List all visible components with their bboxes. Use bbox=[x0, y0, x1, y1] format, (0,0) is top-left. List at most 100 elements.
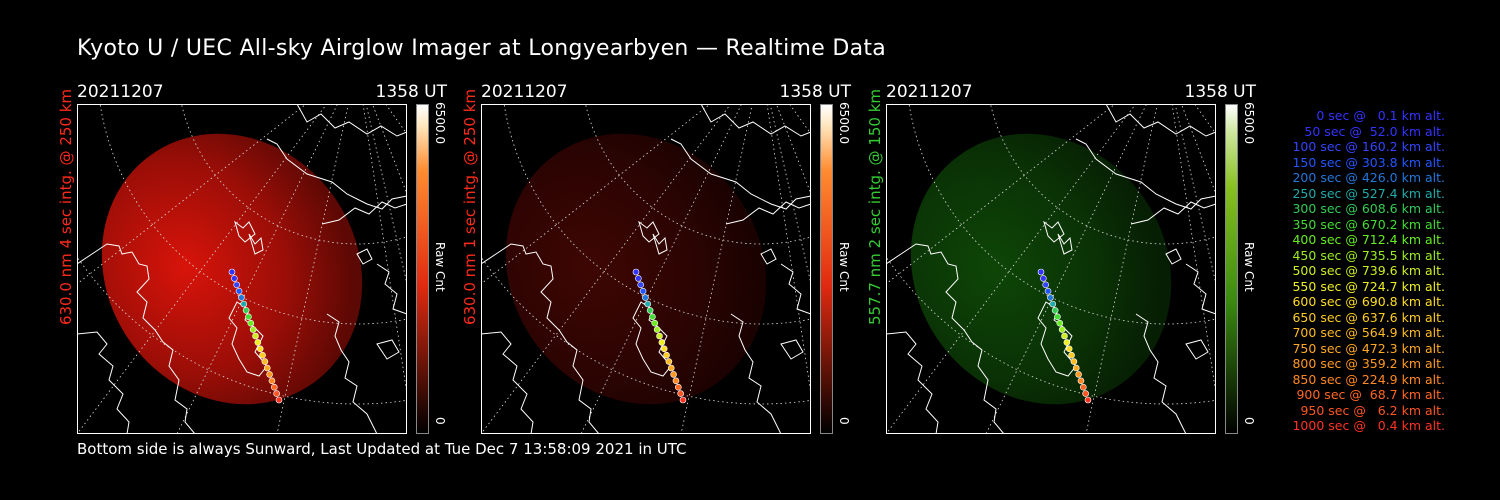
imager-panel-1: 20211207 1358 UT 6500.0 Raw Cnt 0 bbox=[77, 82, 477, 434]
trajectory-point bbox=[639, 287, 647, 295]
panel-2-wavelength-label: 630.0 nm 1 sec intg. @ 250 km bbox=[461, 88, 479, 326]
trajectory-point bbox=[665, 358, 673, 365]
coastline bbox=[1057, 233, 1073, 255]
legend-row: 0 sec @ 0.1 km alt. bbox=[1316, 108, 1445, 123]
coastline bbox=[321, 201, 407, 225]
meridian-line bbox=[365, 104, 407, 285]
legend-row: 250 sec @ 527.4 km alt. bbox=[1292, 185, 1445, 201]
panel-time: 1358 UT bbox=[779, 82, 852, 102]
coastline bbox=[638, 220, 660, 243]
trajectory-point bbox=[656, 332, 663, 340]
coastline bbox=[1165, 248, 1182, 265]
map-frame bbox=[77, 104, 407, 434]
colorbar-max-label: 6500.0 bbox=[1242, 102, 1256, 144]
trajectory-point bbox=[672, 377, 680, 385]
trajectory-point bbox=[1042, 281, 1049, 289]
coastline bbox=[376, 263, 407, 315]
trajectory-point bbox=[240, 300, 248, 308]
trajectory-point bbox=[1051, 307, 1059, 314]
colorbar-max-label: 6500.0 bbox=[837, 102, 851, 144]
colorbar-unit-label: Raw Cnt bbox=[837, 242, 851, 292]
legend-row: 500 sec @ 739.6 km alt. bbox=[1292, 263, 1445, 278]
trajectory-point bbox=[667, 364, 675, 372]
legend-row: 300 sec @ 608.6 km alt. bbox=[1292, 201, 1445, 216]
colorbar-min-label: 0 bbox=[837, 417, 851, 425]
trajectory-point bbox=[679, 396, 687, 404]
coastline bbox=[356, 248, 373, 265]
trajectory-point bbox=[1044, 287, 1052, 295]
trajectory-point bbox=[1080, 383, 1087, 391]
trajectory-point bbox=[245, 313, 252, 321]
coastline bbox=[376, 339, 400, 360]
panel-time: 1358 UT bbox=[1184, 82, 1257, 102]
trajectory-point bbox=[231, 275, 238, 282]
coastline bbox=[652, 233, 668, 255]
trajectory-legend: 0 sec @ 0.1 km alt. 50 sec @ 52.0 km alt.… bbox=[1270, 108, 1445, 434]
meridian-line bbox=[1171, 104, 1216, 395]
imager-panel-3: 20211207 1358 UT 6500.0 Raw Cnt 0 bbox=[886, 82, 1286, 434]
colorbar-min-label: 0 bbox=[433, 417, 447, 425]
trajectory-point bbox=[259, 351, 266, 359]
legend-row: 850 sec @ 224.9 km alt. bbox=[1292, 371, 1445, 387]
coastline bbox=[1185, 263, 1216, 315]
colorbar-min-label: 0 bbox=[1242, 417, 1256, 425]
trajectory-point bbox=[1077, 377, 1085, 385]
colorbar bbox=[820, 104, 833, 434]
legend-row: 950 sec @ 6.2 km alt. bbox=[1300, 402, 1445, 418]
trajectory-point bbox=[646, 307, 654, 314]
legend-row: 150 sec @ 303.8 km alt. bbox=[1292, 154, 1445, 170]
legend-row: 350 sec @ 670.2 km alt. bbox=[1292, 216, 1445, 232]
trajectory-point bbox=[1068, 351, 1075, 359]
trajectory-point bbox=[268, 377, 276, 385]
meridian-line bbox=[886, 104, 1137, 434]
coastline bbox=[228, 301, 268, 377]
trajectory-point bbox=[670, 371, 677, 378]
trajectory-point bbox=[653, 326, 661, 333]
meridian-line bbox=[77, 104, 328, 434]
allsky-map bbox=[77, 104, 407, 434]
trajectory-point bbox=[1058, 326, 1066, 333]
trajectory-point bbox=[644, 300, 652, 308]
map-frame bbox=[886, 104, 1216, 434]
trajectory-point bbox=[275, 396, 283, 404]
trajectory-point bbox=[235, 287, 243, 295]
trajectory-point bbox=[1054, 313, 1061, 321]
trajectory-point bbox=[261, 358, 269, 365]
trajectory-point bbox=[271, 383, 278, 391]
coastline bbox=[1130, 201, 1216, 225]
meridian-line bbox=[580, 104, 742, 434]
map-frame bbox=[481, 104, 811, 434]
panel-1-wavelength-label: 630.0 nm 4 sec intg. @ 250 km bbox=[57, 88, 75, 326]
coastline bbox=[77, 243, 196, 434]
trajectory-point bbox=[649, 313, 656, 321]
coastline bbox=[234, 220, 256, 243]
imager-panel-2: 20211207 1358 UT 6500.0 Raw Cnt 0 bbox=[481, 82, 881, 434]
trajectory-point bbox=[242, 307, 250, 314]
trajectory-point bbox=[1056, 319, 1064, 327]
coastline bbox=[77, 331, 130, 434]
coastline bbox=[886, 331, 939, 434]
trajectory-point bbox=[266, 371, 273, 378]
meridian-line bbox=[1085, 104, 1158, 434]
coastline bbox=[326, 313, 378, 434]
legend-row: 450 sec @ 735.5 km alt. bbox=[1292, 247, 1445, 263]
coastline bbox=[632, 301, 672, 377]
panel-date: 20211207 bbox=[481, 82, 568, 102]
coastline bbox=[1135, 313, 1187, 434]
trajectory-point bbox=[1049, 300, 1057, 308]
coastline bbox=[730, 313, 782, 434]
legend-row: 600 sec @ 690.8 km alt. bbox=[1292, 294, 1445, 309]
panel-3-wavelength-label: 557.7 nm 2 sec intg. @ 150 km bbox=[866, 88, 884, 326]
meridian-line bbox=[481, 104, 732, 434]
coastline bbox=[481, 243, 600, 434]
legend-row: 900 sec @ 68.7 km alt. bbox=[1296, 387, 1445, 402]
meridian-line bbox=[362, 104, 407, 395]
coastline bbox=[1043, 220, 1065, 243]
meridian-line bbox=[680, 104, 753, 434]
trajectory-point bbox=[1037, 268, 1045, 276]
trajectory-point bbox=[1084, 396, 1092, 404]
trajectory-point bbox=[1072, 364, 1080, 372]
legend-row: 750 sec @ 472.3 km alt. bbox=[1292, 340, 1445, 356]
trajectory-point bbox=[1075, 371, 1082, 378]
coastline bbox=[1185, 339, 1209, 360]
